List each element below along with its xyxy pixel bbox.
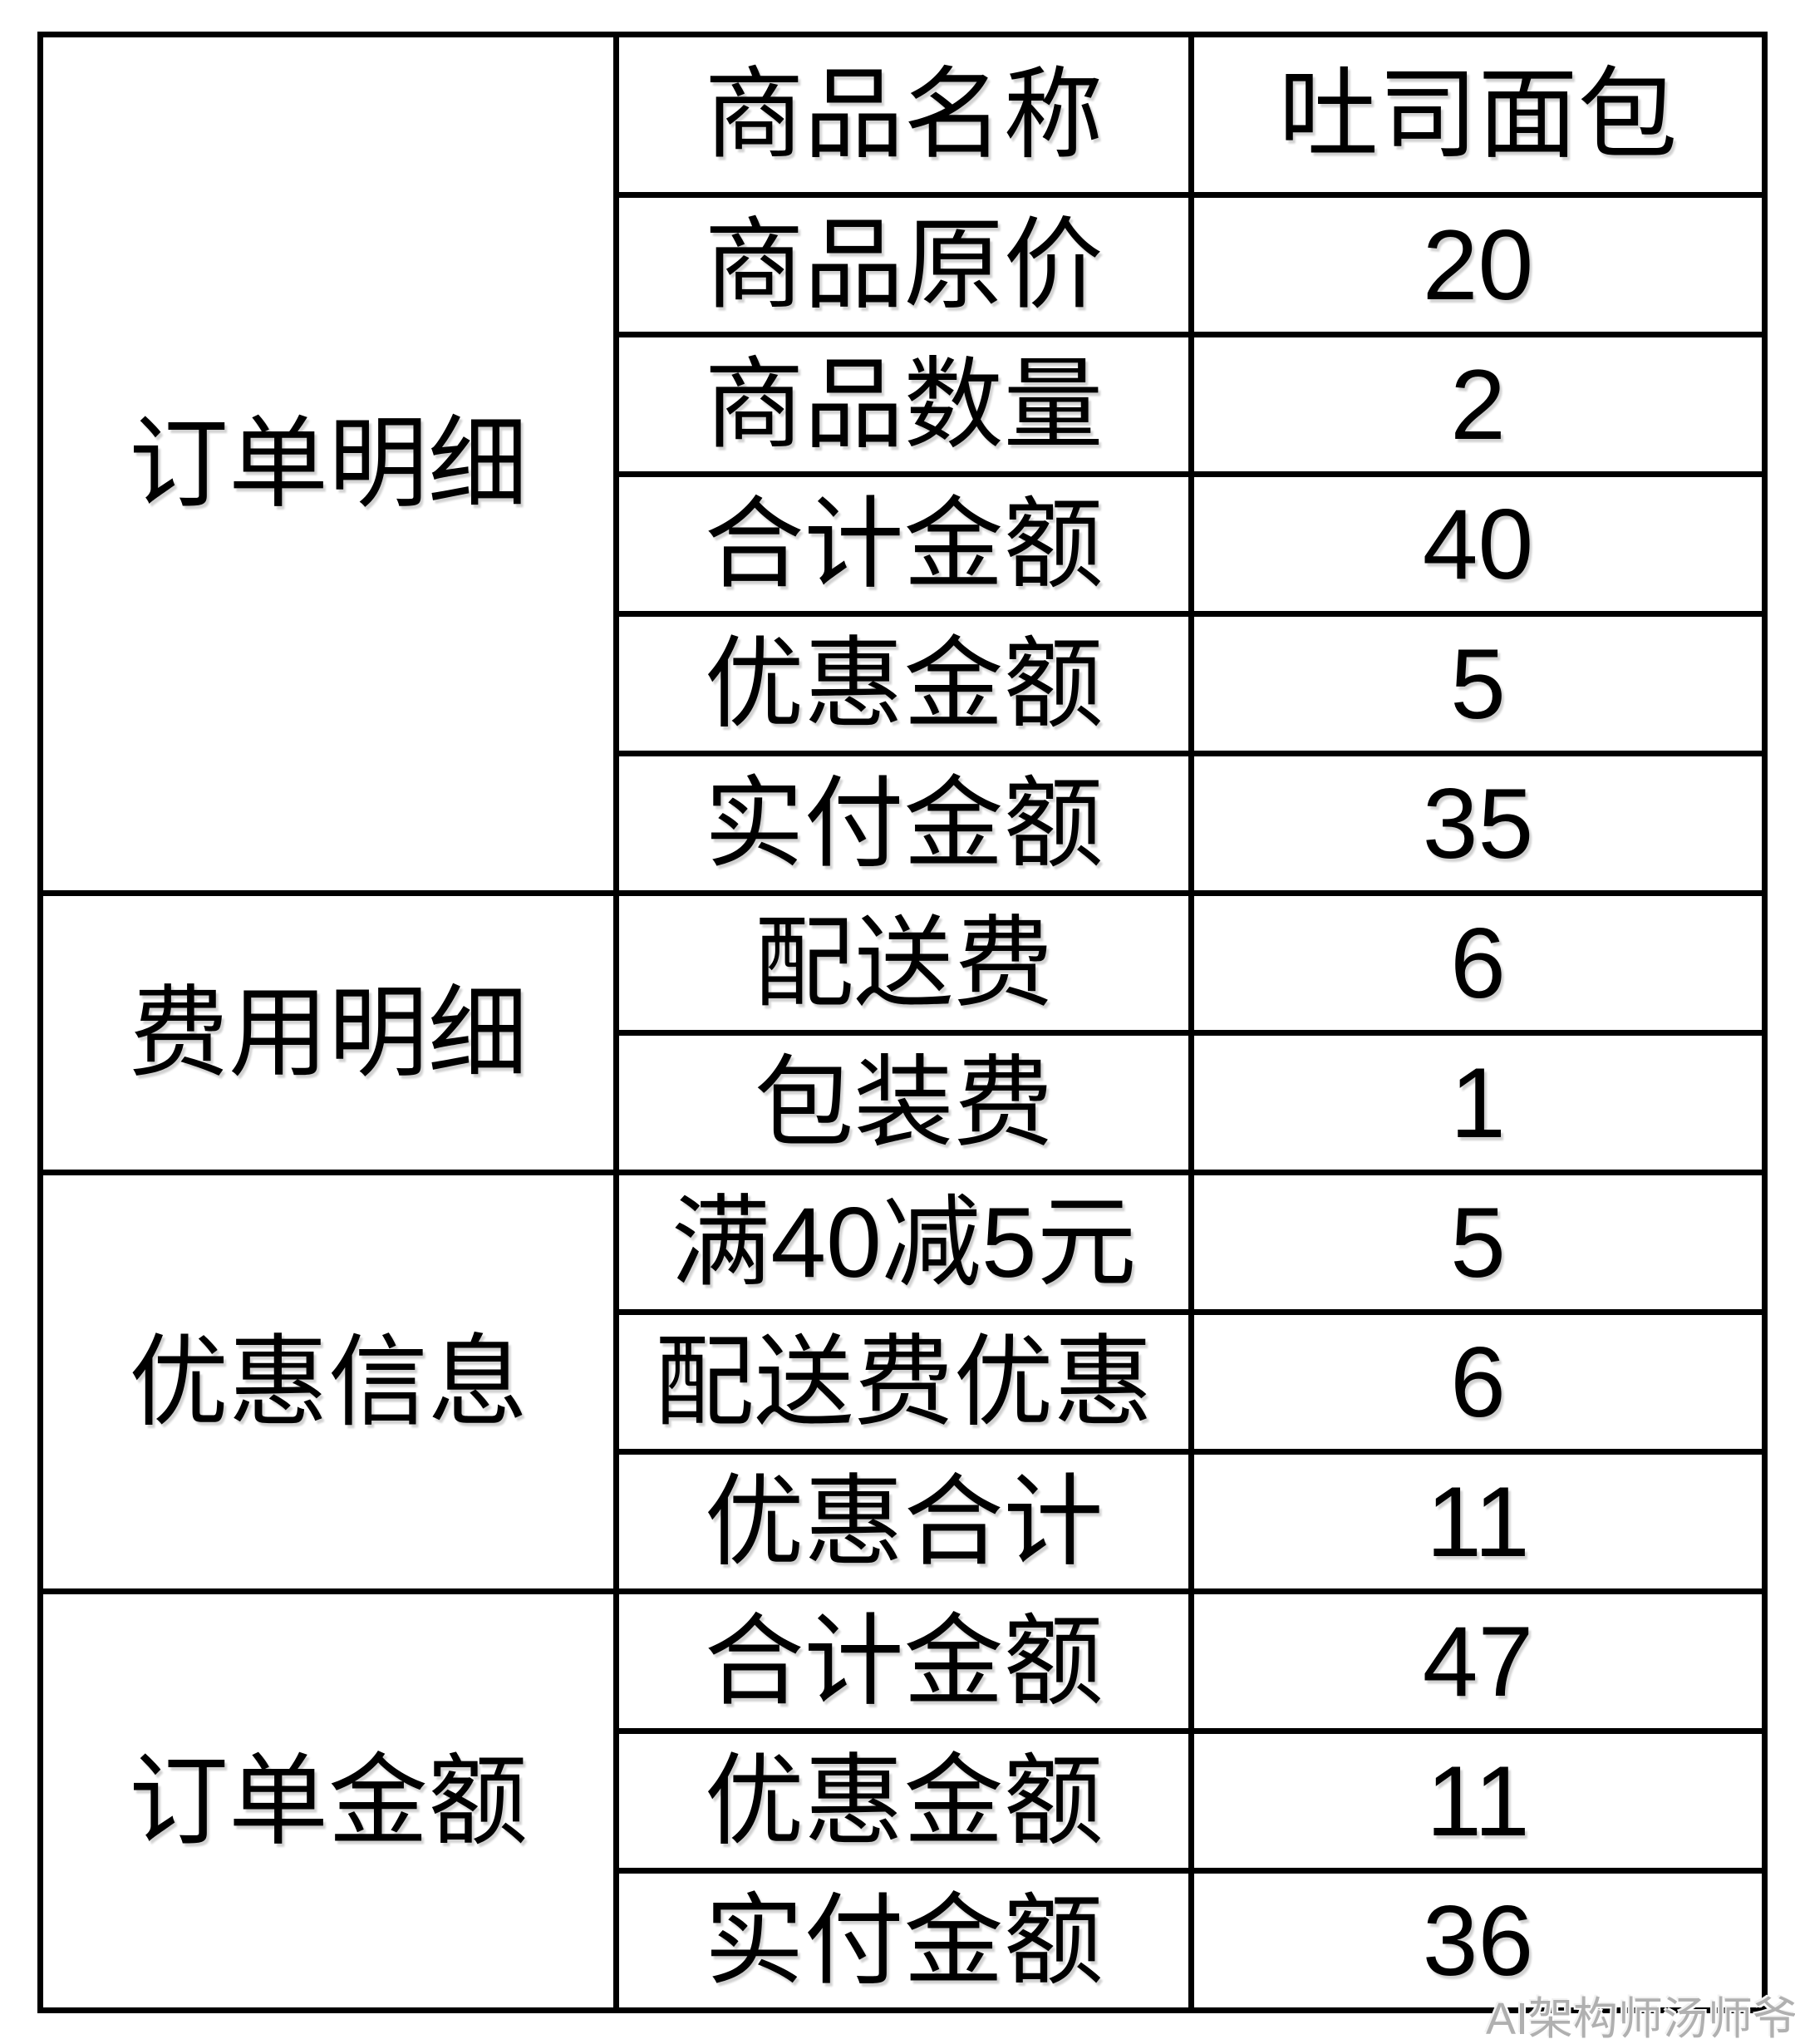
row-value-cell: 吐司面包 (1188, 32, 1768, 198)
group-cell: 订单明细 (37, 32, 619, 896)
row-label-cell: 实付金额 (613, 1868, 1194, 2013)
row-value-cell: 6 (1188, 1309, 1768, 1455)
table-row: 包装费 1 (41, 1030, 1768, 1175)
table-row: 实付金额 36 (41, 1868, 1768, 2013)
group-cell: 费用明细 (37, 890, 619, 1175)
table-row: 商品数量 2 (41, 332, 1768, 477)
table-row: 配送费优惠 6 (41, 1309, 1768, 1455)
table-row: 优惠合计 11 (41, 1449, 1768, 1594)
watermark: AI架构师汤师爷 (1486, 1994, 1795, 2044)
table-row: 优惠金额 11 (41, 1728, 1768, 1874)
row-label-cell: 商品名称 (613, 32, 1194, 198)
row-label-cell: 优惠合计 (613, 1449, 1194, 1594)
row-value-cell: 5 (1188, 611, 1768, 756)
table-row: 订单明细 商品名称 吐司面包 (37, 32, 1768, 896)
row-value-cell: 2 (1188, 332, 1768, 477)
row-value-cell: 6 (1188, 890, 1768, 1036)
table-row: 商品原价 20 (41, 192, 1768, 337)
row-label-cell: 合计金额 (613, 471, 1194, 617)
table-row: 合计金额 40 (41, 471, 1768, 617)
row-value-cell: 36 (1188, 1868, 1768, 2013)
row-label-cell: 优惠金额 (613, 611, 1194, 756)
row-value-cell: 5 (1188, 1170, 1768, 1315)
row-value-cell: 40 (1188, 471, 1768, 617)
row-label-cell: 配送费优惠 (613, 1309, 1194, 1455)
row-value-cell: 47 (1188, 1588, 1768, 1734)
row-label-cell: 优惠金额 (613, 1728, 1194, 1874)
row-label-cell: 商品数量 (613, 332, 1194, 477)
row-value-cell: 35 (1188, 751, 1768, 896)
row-value-cell: 20 (1188, 192, 1768, 337)
group-cell: 订单金额 (37, 1588, 619, 2013)
row-label-cell: 满40减5元 (613, 1170, 1194, 1315)
table-row: 优惠金额 5 (41, 611, 1768, 756)
table-row: 优惠信息 满40减5元 5 (37, 1170, 1768, 1594)
row-value-cell: 11 (1188, 1728, 1768, 1874)
row-value-cell: 1 (1188, 1030, 1768, 1175)
table-row: 费用明细 配送费 6 (37, 890, 1768, 1175)
table-row: 订单金额 合计金额 47 (37, 1588, 1768, 2013)
row-label-cell: 商品原价 (613, 192, 1194, 337)
order-table-body: 订单明细 商品名称 吐司面包 商品原价 20 商品数量 2 合计金额 40 优惠金额 5 实付金额 35… (37, 32, 1768, 2013)
row-label-cell: 包装费 (613, 1030, 1194, 1175)
row-label-cell: 实付金额 (613, 751, 1194, 896)
row-label-cell: 配送费 (613, 890, 1194, 1036)
order-table: 订单明细 商品名称 吐司面包 商品原价 20 商品数量 2 合计金额 40 优惠金额 5 实付金额 35… (37, 32, 1768, 2013)
table-row: 实付金额 35 (41, 751, 1768, 896)
row-label-cell: 合计金额 (613, 1588, 1194, 1734)
row-value-cell: 11 (1188, 1449, 1768, 1594)
group-cell: 优惠信息 (37, 1170, 619, 1594)
